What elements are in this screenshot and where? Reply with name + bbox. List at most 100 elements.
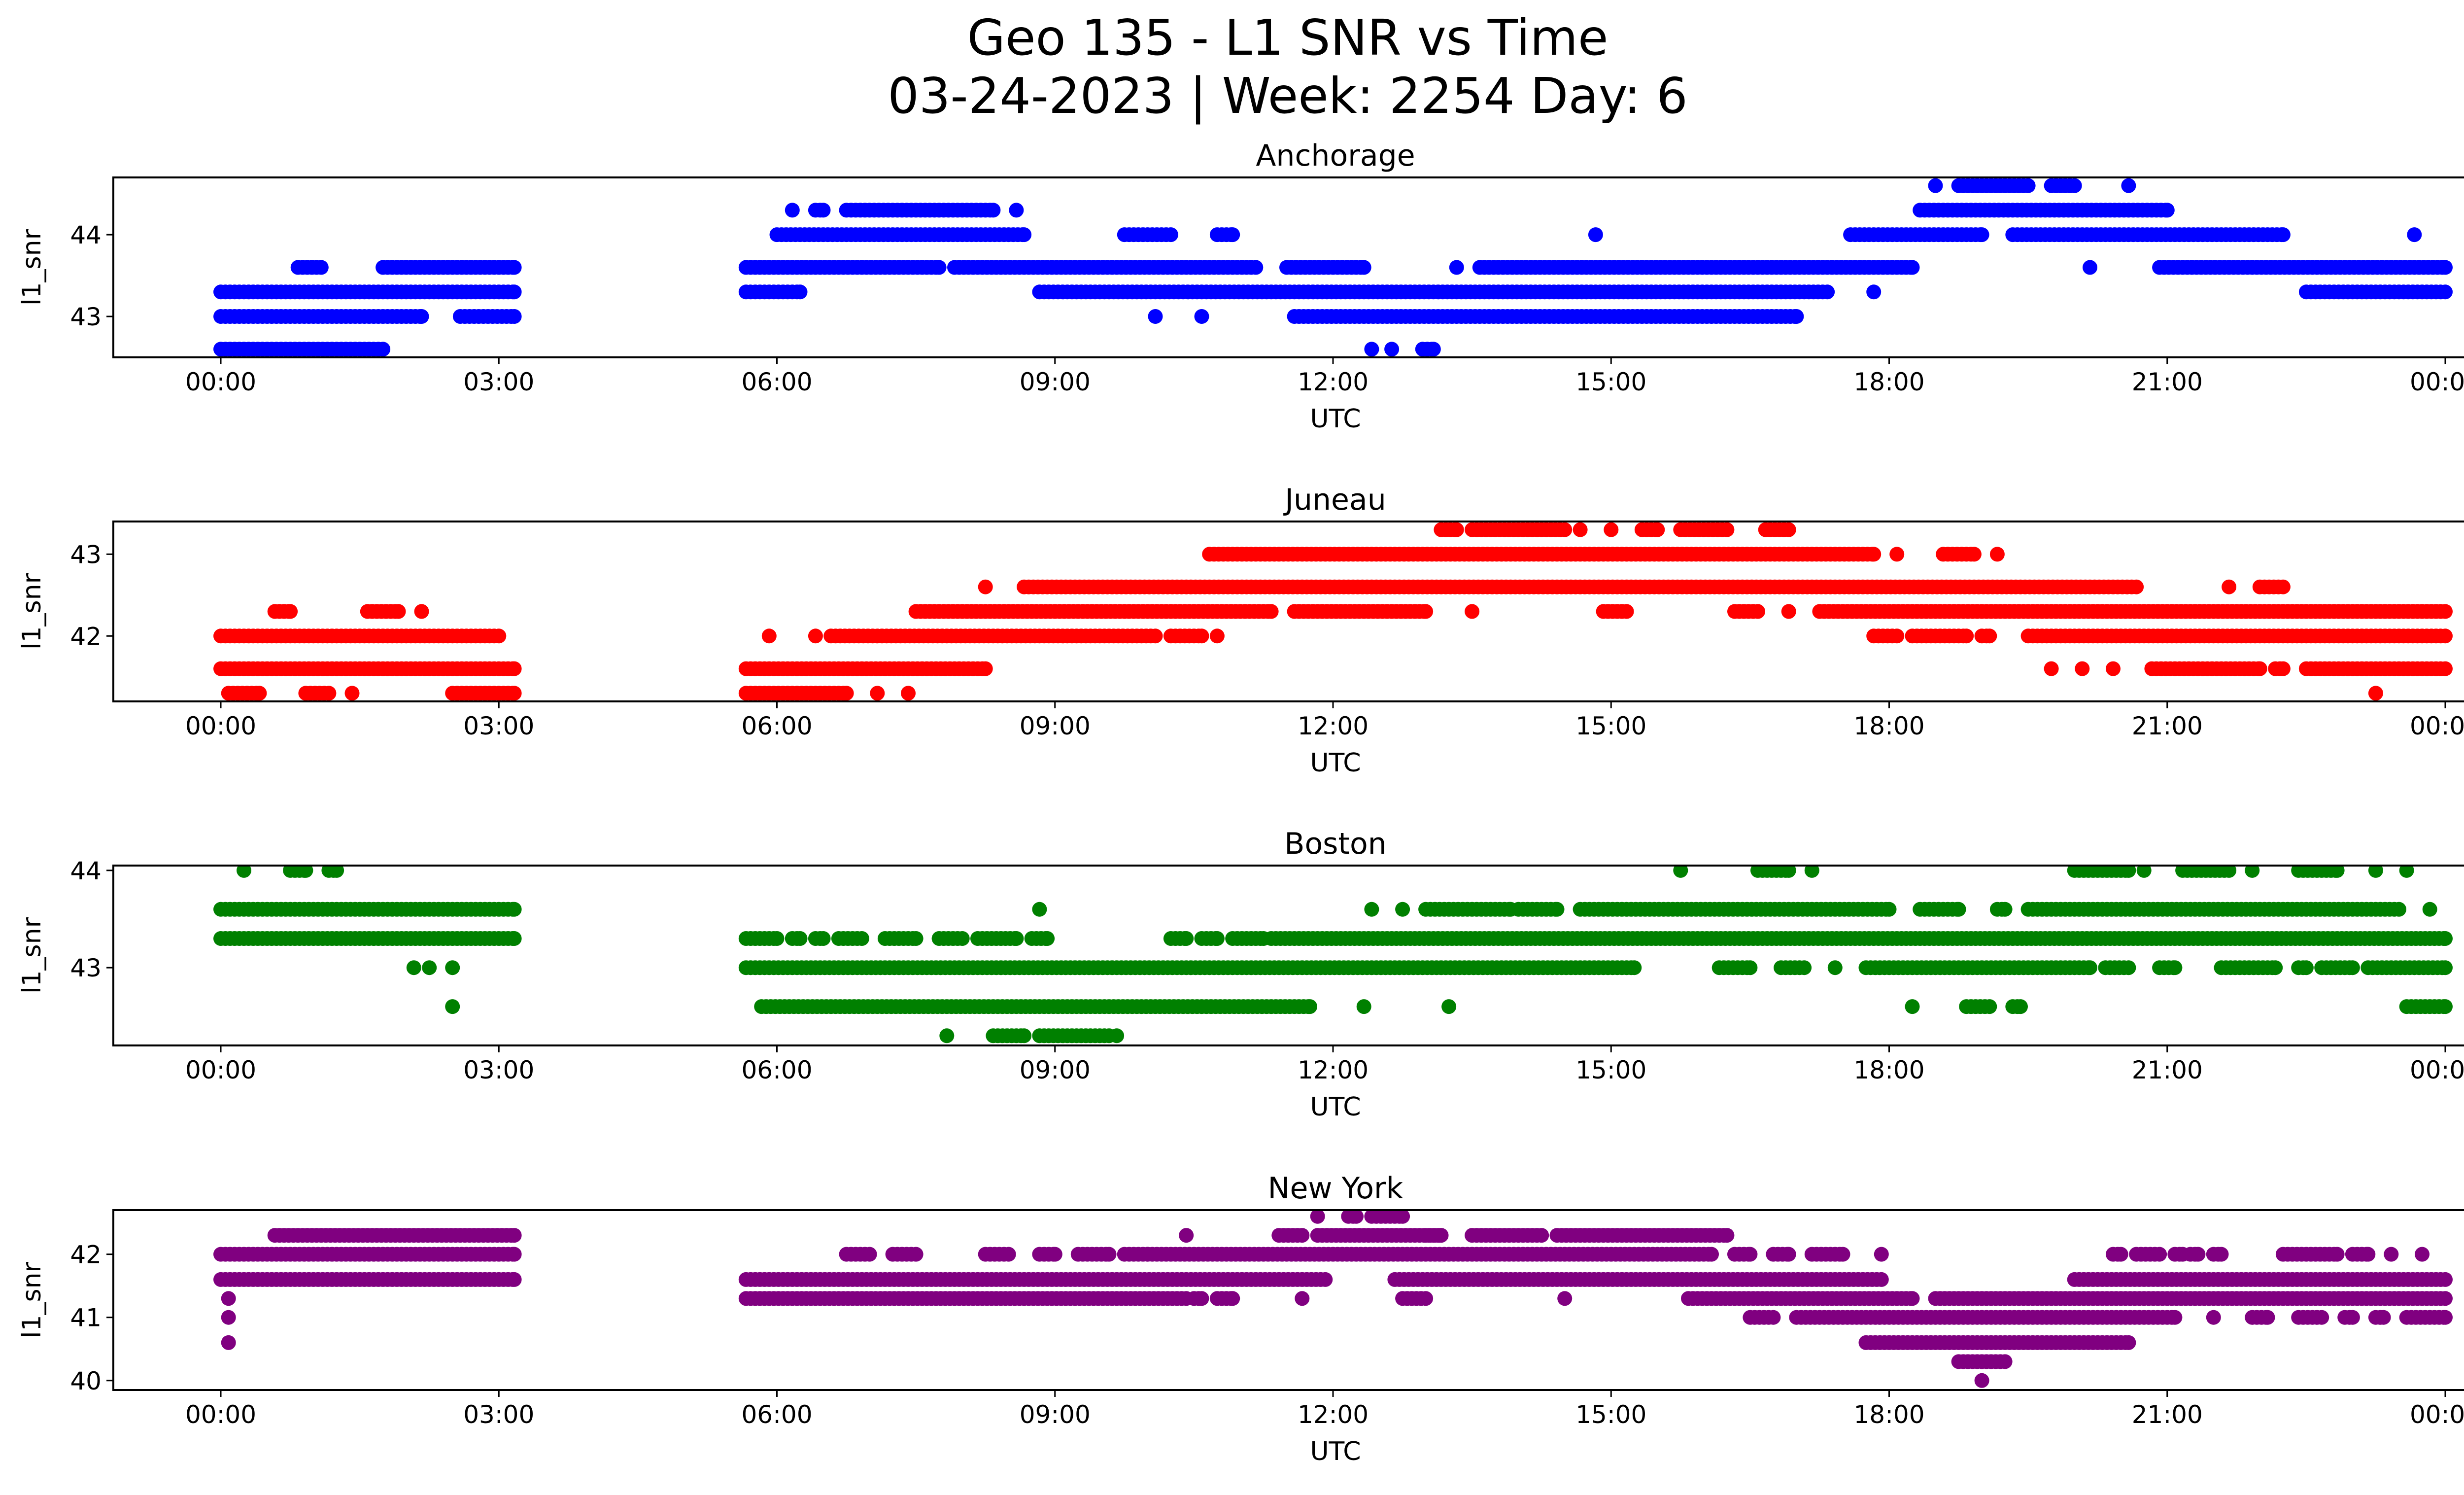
y-axis-label-anchorage: l1_snr [17,229,47,306]
data-point [1349,1210,1364,1224]
subplot-title-boston: Boston [1284,827,1386,861]
data-point [391,604,406,619]
x-tick-label: 21:00 [2132,368,2203,396]
data-point [2329,866,2345,878]
data-point [2121,1335,2136,1350]
y-tick-label: 43 [70,954,102,982]
data-point [1974,227,1989,243]
data-point [1032,902,1047,917]
data-point [1264,604,1279,619]
data-point [2438,1310,2453,1325]
x-tick-label: 00:00 [185,368,256,396]
data-point [2167,960,2183,975]
data-point [1225,227,1240,243]
data-point [1781,522,1796,537]
data-point [939,1028,955,1043]
data-point [1959,628,1974,644]
data-point [2083,960,2097,975]
data-point [2438,628,2453,644]
data-point [445,960,460,975]
data-point [1619,604,1634,619]
data-point [1673,866,1688,878]
data-point [414,604,429,619]
data-point [816,203,831,218]
data-point [1704,1247,1719,1262]
data-point [406,960,421,975]
data-point [2020,178,2036,193]
x-tick-label: 12:00 [1298,1400,1369,1429]
data-point [1874,1247,1889,1262]
data-point [1997,1354,2013,1369]
data-point [2438,999,2453,1014]
data-point [2361,1247,2376,1262]
data-point [2252,661,2267,676]
data-point [2399,866,2414,878]
data-point [1588,227,1603,243]
markers-boston [213,866,2453,1043]
y-tick-label: 43 [70,540,102,569]
data-point [1395,902,1410,917]
data-point [1889,628,1905,644]
data-point [1905,260,1920,275]
x-tick-label: 03:00 [463,1400,534,1429]
data-point [298,866,313,878]
y-axis-label-new-york: l1_snr [17,1261,47,1338]
data-point [1797,960,1812,975]
data-point [507,686,522,701]
x-tick-label: 09:00 [1020,1400,1091,1429]
x-tick-label: 00:00 [185,1400,256,1429]
data-point [2392,902,2406,917]
data-point [2159,203,2175,218]
data-point [507,661,522,676]
data-point [1364,902,1379,917]
x-tick-label: 00:00 [2410,1056,2464,1084]
data-point [2113,1247,2128,1262]
data-point [2438,661,2453,676]
x-tick-label: 12:00 [1298,712,1369,740]
x-tick-label: 15:00 [1575,368,1646,396]
data-point [1009,203,1024,218]
x-tick-label: 06:00 [741,1400,812,1429]
data-point [507,284,522,300]
x-tick-label: 15:00 [1575,712,1646,740]
data-point [507,902,522,917]
data-point [414,309,429,324]
data-point [1982,999,1997,1014]
x-axis-label-boston: UTC [1310,1092,1361,1122]
data-point [1418,1291,1434,1306]
data-point [1384,342,1400,357]
data-point [2438,284,2453,300]
data-point [1604,522,1619,537]
data-point [2345,1310,2360,1325]
subplot-title-anchorage: Anchorage [1256,139,1415,173]
data-point [1989,547,2005,562]
data-point [2206,1310,2221,1325]
data-point [2438,931,2453,946]
data-point [2438,604,2453,619]
data-point [1557,1291,1573,1306]
data-point [507,260,522,275]
data-point [1874,1272,1889,1287]
x-tick-label: 00:00 [185,1056,256,1084]
data-point [2013,999,2028,1014]
data-point [1449,260,1464,275]
x-tick-label: 21:00 [2132,1400,2203,1429]
figure-title-line1: Geo 135 - L1 SNR vs Time [967,9,1608,67]
data-point [221,1291,236,1306]
data-point [313,260,329,275]
data-point [901,686,916,701]
data-point [1905,1291,1920,1306]
data-point [321,686,337,701]
data-point [1209,931,1225,946]
figure-title: Geo 135 - L1 SNR vs Time 03-24-2023 | We… [0,9,2464,125]
y-tick-label: 44 [70,221,102,249]
data-point [1163,227,1178,243]
data-point [1766,1310,1781,1325]
x-tick-label: 09:00 [1020,368,1091,396]
data-point [1997,902,2013,917]
data-point [2044,661,2059,676]
data-point [344,686,360,701]
